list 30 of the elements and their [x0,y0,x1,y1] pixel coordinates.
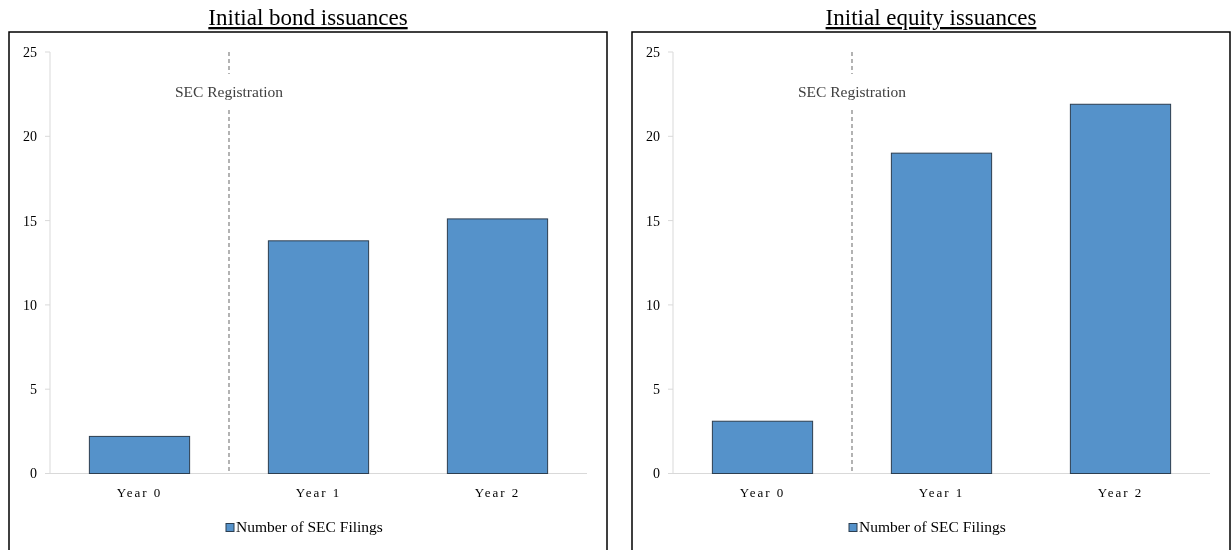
y-tick-label: 15 [646,213,660,229]
chart-title: Initial bond issuances [208,5,408,30]
x-tick-label: Year 0 [739,485,786,500]
y-tick-label: 10 [23,297,37,313]
x-tick-label: Year 0 [116,485,163,500]
x-tick-label: Year 2 [1097,485,1144,500]
y-tick-label: 0 [653,466,660,482]
y-tick-label: 25 [23,44,37,60]
annotation: SEC Registration [797,83,907,101]
annotation: SEC Registration [174,83,284,101]
y-tick-label: 15 [23,213,37,229]
y-tick-label: 20 [23,129,37,145]
bar [1069,103,1172,474]
legend-label: Number of SEC Filings [859,518,1006,535]
y-tick-label: 5 [30,382,37,398]
chart-title: Initial equity issuances [825,5,1037,30]
y-tick-label: 0 [30,466,37,482]
bar [446,218,549,474]
x-tick-label: Year 1 [918,485,965,500]
bar [890,152,993,474]
bar [88,435,191,474]
bar [711,420,814,474]
y-tick-label: 10 [646,297,660,313]
y-tick-label: 20 [646,129,660,145]
y-tick-label: 5 [653,382,660,398]
x-tick-label: Year 1 [295,485,342,500]
y-tick-label: 25 [646,44,660,60]
x-tick-label: Year 2 [474,485,521,500]
legend-label: Number of SEC Filings [236,518,383,535]
bar [267,240,370,474]
